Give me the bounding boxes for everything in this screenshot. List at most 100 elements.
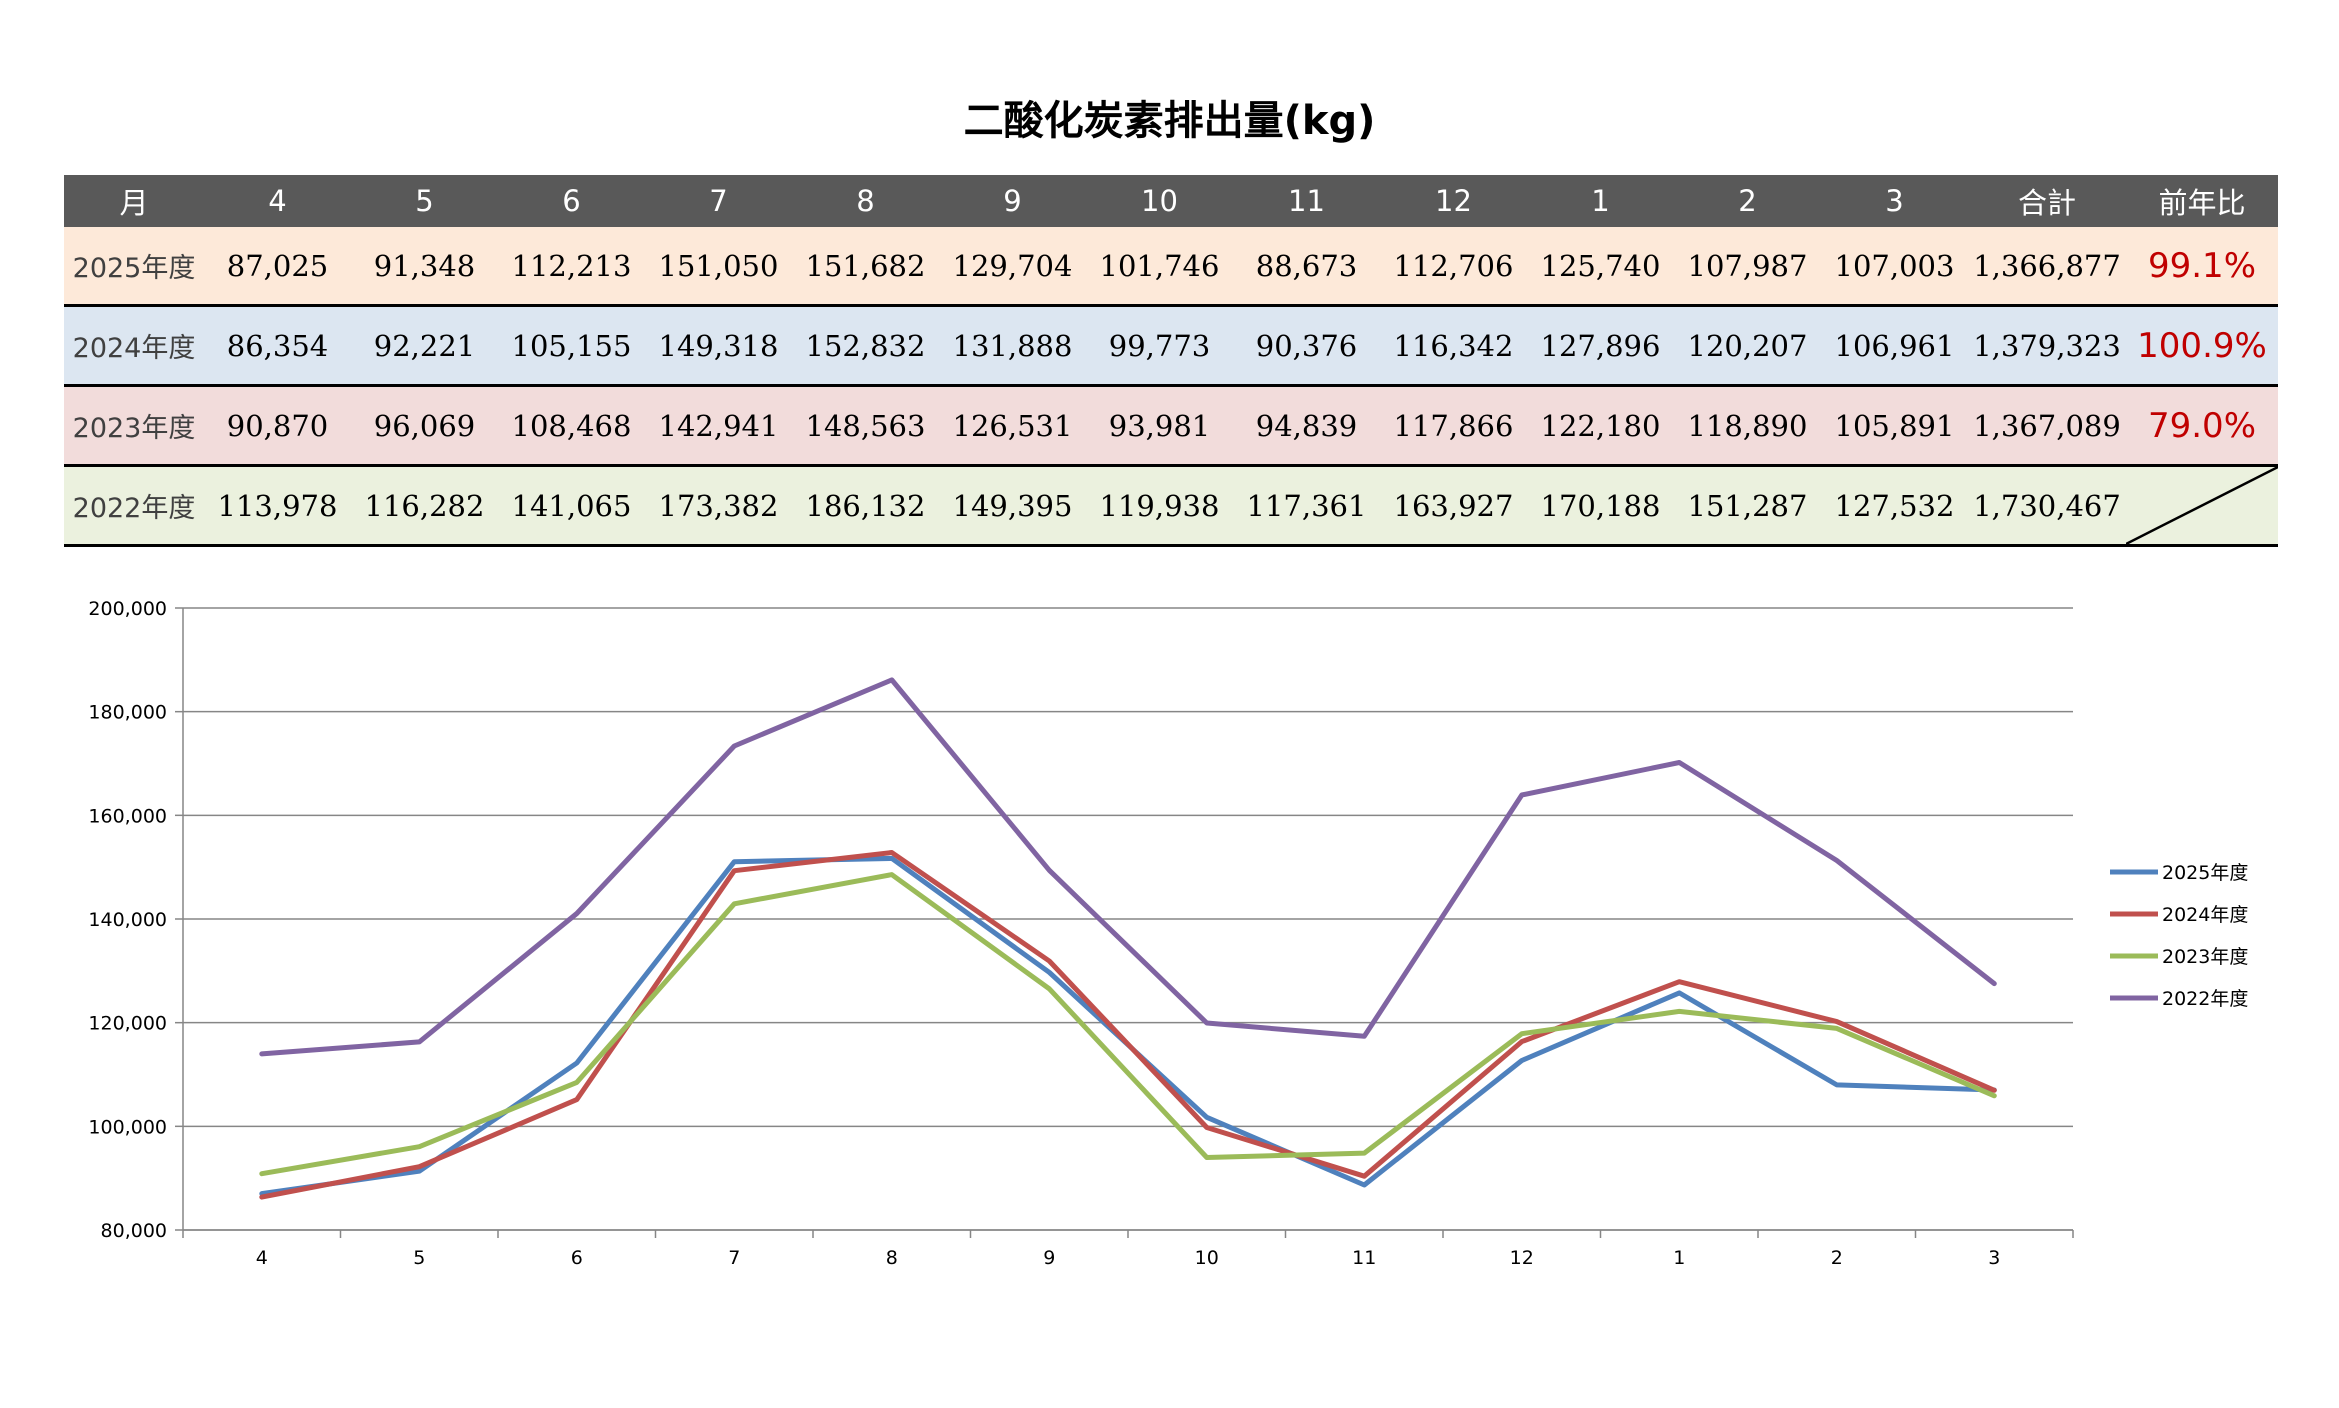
value-cell: 141,065 — [498, 465, 645, 547]
value-cell: 149,395 — [939, 465, 1086, 547]
value-cell: 119,938 — [1086, 465, 1233, 547]
table-row: 2024年度 86,354 92,221 105,155 149,318 152,832 1… — [64, 305, 2278, 387]
x-tick-label: 8 — [886, 1247, 898, 1269]
y-tick-label: 160,000 — [88, 805, 167, 827]
value-cell: 127,532 — [1821, 465, 1968, 547]
value-cell: 118,890 — [1674, 385, 1821, 467]
header-cell: 4 — [204, 175, 351, 227]
header-cell: 2 — [1674, 175, 1821, 227]
value-cell: 126,531 — [939, 385, 1086, 467]
value-cell: 151,682 — [792, 227, 939, 307]
value-cell: 91,348 — [351, 227, 498, 307]
legend-label: 2023年度 — [2162, 946, 2248, 968]
header-cell: 9 — [939, 175, 1086, 227]
chart-legend: 2025年度 2024年度 2023年度 2022年度 — [2110, 862, 2248, 1010]
header-cell: 12 — [1380, 175, 1527, 227]
x-tick-label: 2 — [1831, 1247, 1843, 1269]
value-cell: 88,673 — [1233, 227, 1380, 307]
y-tick-label: 140,000 — [88, 909, 167, 931]
header-cell: 10 — [1086, 175, 1233, 227]
value-cell: 93,981 — [1086, 385, 1233, 467]
table-header-row: 月 4 5 6 7 8 9 10 11 12 1 2 3 合計 前年比 — [64, 175, 2278, 227]
emission-table: 月 4 5 6 7 8 9 10 11 12 1 2 3 合計 前年比 2025… — [64, 175, 2278, 547]
diagonal-line — [2126, 467, 2278, 544]
emission-line-chart: 80,000 100,000 120,000 140,000 160,000 180,00… — [88, 598, 2248, 1269]
y-tick-label: 80,000 — [101, 1220, 167, 1242]
x-tick-label: 1 — [1673, 1247, 1685, 1269]
value-cell: 151,287 — [1674, 465, 1821, 547]
value-cell: 112,706 — [1380, 227, 1527, 307]
series-line-2022年度 — [259, 677, 1997, 1057]
x-tick-label: 4 — [256, 1247, 268, 1269]
chart-gridlines — [183, 607, 2073, 1231]
value-cell: 186,132 — [792, 465, 939, 547]
header-cell: 合計 — [1968, 175, 2126, 227]
value-cell: 163,927 — [1380, 465, 1527, 547]
header-cell: 3 — [1821, 175, 1968, 227]
value-cell: 96,069 — [351, 385, 498, 467]
value-cell: 94,839 — [1233, 385, 1380, 467]
header-cell: 7 — [645, 175, 792, 227]
empty-diagonal-cell — [2126, 465, 2278, 547]
legend-label: 2022年度 — [2162, 988, 2248, 1010]
header-cell: 8 — [792, 175, 939, 227]
value-cell: 142,941 — [645, 385, 792, 467]
value-cell: 108,468 — [498, 385, 645, 467]
value-cell: 122,180 — [1527, 385, 1674, 467]
value-cell: 125,740 — [1527, 227, 1674, 307]
value-cell: 129,704 — [939, 227, 1086, 307]
value-cell: 101,746 — [1086, 227, 1233, 307]
value-cell: 116,342 — [1380, 305, 1527, 387]
value-cell: 112,213 — [498, 227, 645, 307]
legend-label: 2024年度 — [2162, 904, 2248, 926]
yoy-ratio-cell: 100.9% — [2126, 305, 2278, 387]
total-cell: 1,730,467 — [1968, 465, 2126, 547]
row-label: 2023年度 — [64, 385, 204, 467]
row-label: 2024年度 — [64, 305, 204, 387]
table-row: 2025年度 87,025 91,348 112,213 151,050 151,682 1… — [64, 227, 2278, 307]
value-cell: 127,896 — [1527, 305, 1674, 387]
value-cell: 149,318 — [645, 305, 792, 387]
legend-label: 2025年度 — [2162, 862, 2248, 884]
x-tick-label: 5 — [413, 1247, 425, 1269]
value-cell: 170,188 — [1527, 465, 1674, 547]
x-tick-label: 11 — [1352, 1247, 1376, 1269]
x-tick-label: 12 — [1510, 1247, 1534, 1269]
value-cell: 152,832 — [792, 305, 939, 387]
y-tick-label: 100,000 — [88, 1116, 167, 1138]
x-tick-label: 3 — [1988, 1247, 2000, 1269]
y-tick-label: 180,000 — [88, 702, 167, 724]
value-cell: 90,870 — [204, 385, 351, 467]
table-row: 2022年度 113,978 116,282 141,065 173,382 186,13… — [64, 465, 2278, 547]
x-tick-label: 7 — [728, 1247, 740, 1269]
total-cell: 1,367,089 — [1968, 385, 2126, 467]
page-title: 二酸化炭素排出量(kg) — [963, 98, 1376, 144]
x-tick-label: 10 — [1195, 1247, 1219, 1269]
header-cell: 1 — [1527, 175, 1674, 227]
header-cell: 11 — [1233, 175, 1380, 227]
value-cell: 117,866 — [1380, 385, 1527, 467]
value-cell: 87,025 — [204, 227, 351, 307]
value-cell: 173,382 — [645, 465, 792, 547]
value-cell: 86,354 — [204, 305, 351, 387]
row-label: 2025年度 — [64, 227, 204, 307]
header-cell: 5 — [351, 175, 498, 227]
value-cell: 107,987 — [1674, 227, 1821, 307]
value-cell: 90,376 — [1233, 305, 1380, 387]
value-cell: 105,155 — [498, 305, 645, 387]
value-cell: 116,282 — [351, 465, 498, 547]
value-cell: 131,888 — [939, 305, 1086, 387]
value-cell: 148,563 — [792, 385, 939, 467]
header-cell: 月 — [64, 175, 204, 227]
value-cell: 113,978 — [204, 465, 351, 547]
chart-series — [259, 677, 1997, 1200]
value-cell: 99,773 — [1086, 305, 1233, 387]
series-line-2023年度 — [259, 872, 1997, 1177]
value-cell: 151,050 — [645, 227, 792, 307]
value-cell: 92,221 — [351, 305, 498, 387]
total-cell: 1,366,877 — [1968, 227, 2126, 307]
value-cell: 117,361 — [1233, 465, 1380, 547]
series-line-2025年度 — [259, 855, 1997, 1197]
chart-axes: 80,000 100,000 120,000 140,000 160,000 180,00… — [88, 598, 2074, 1269]
yoy-ratio-cell: 99.1% — [2126, 227, 2278, 307]
